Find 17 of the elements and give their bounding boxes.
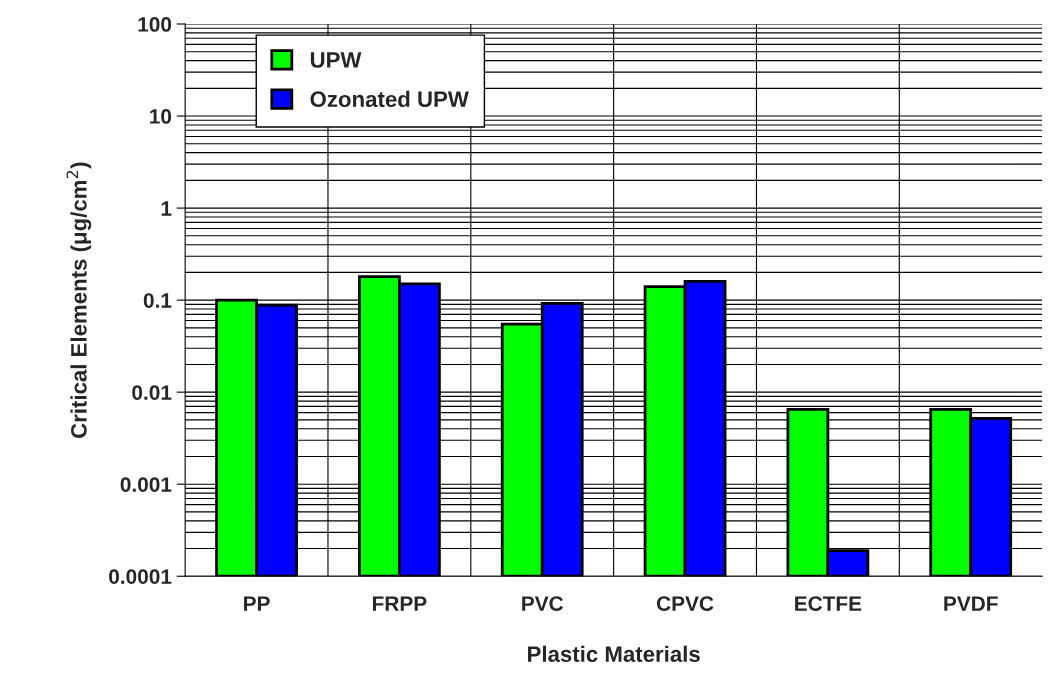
- legend-label: Ozonated UPW: [310, 90, 469, 108]
- legend-label: UPW: [310, 52, 362, 68]
- y-tick-label: 0.001: [120, 477, 172, 492]
- y-tick-label: 0.01: [132, 385, 172, 400]
- y-tick-label: 0.1: [143, 293, 172, 308]
- y-axis-title: Critical Elements (μg/cm$^{2}$): [66, 162, 92, 438]
- y-tick-label: 100: [138, 17, 172, 32]
- x-tick-label: CPVC: [656, 596, 714, 611]
- x-tick-label: PVDF: [944, 596, 998, 611]
- y-tick-label: 1: [161, 201, 172, 216]
- y-tick-label: 0.0001: [109, 569, 172, 584]
- x-tick-label: PVC: [522, 596, 564, 611]
- y-tick-label: 10: [150, 109, 172, 124]
- x-tick-label: FRPP: [373, 596, 427, 611]
- x-tick-label: ECTFE: [795, 596, 862, 611]
- x-axis-title: Plastic Materials: [528, 645, 700, 662]
- x-tick-label: PP: [244, 596, 270, 611]
